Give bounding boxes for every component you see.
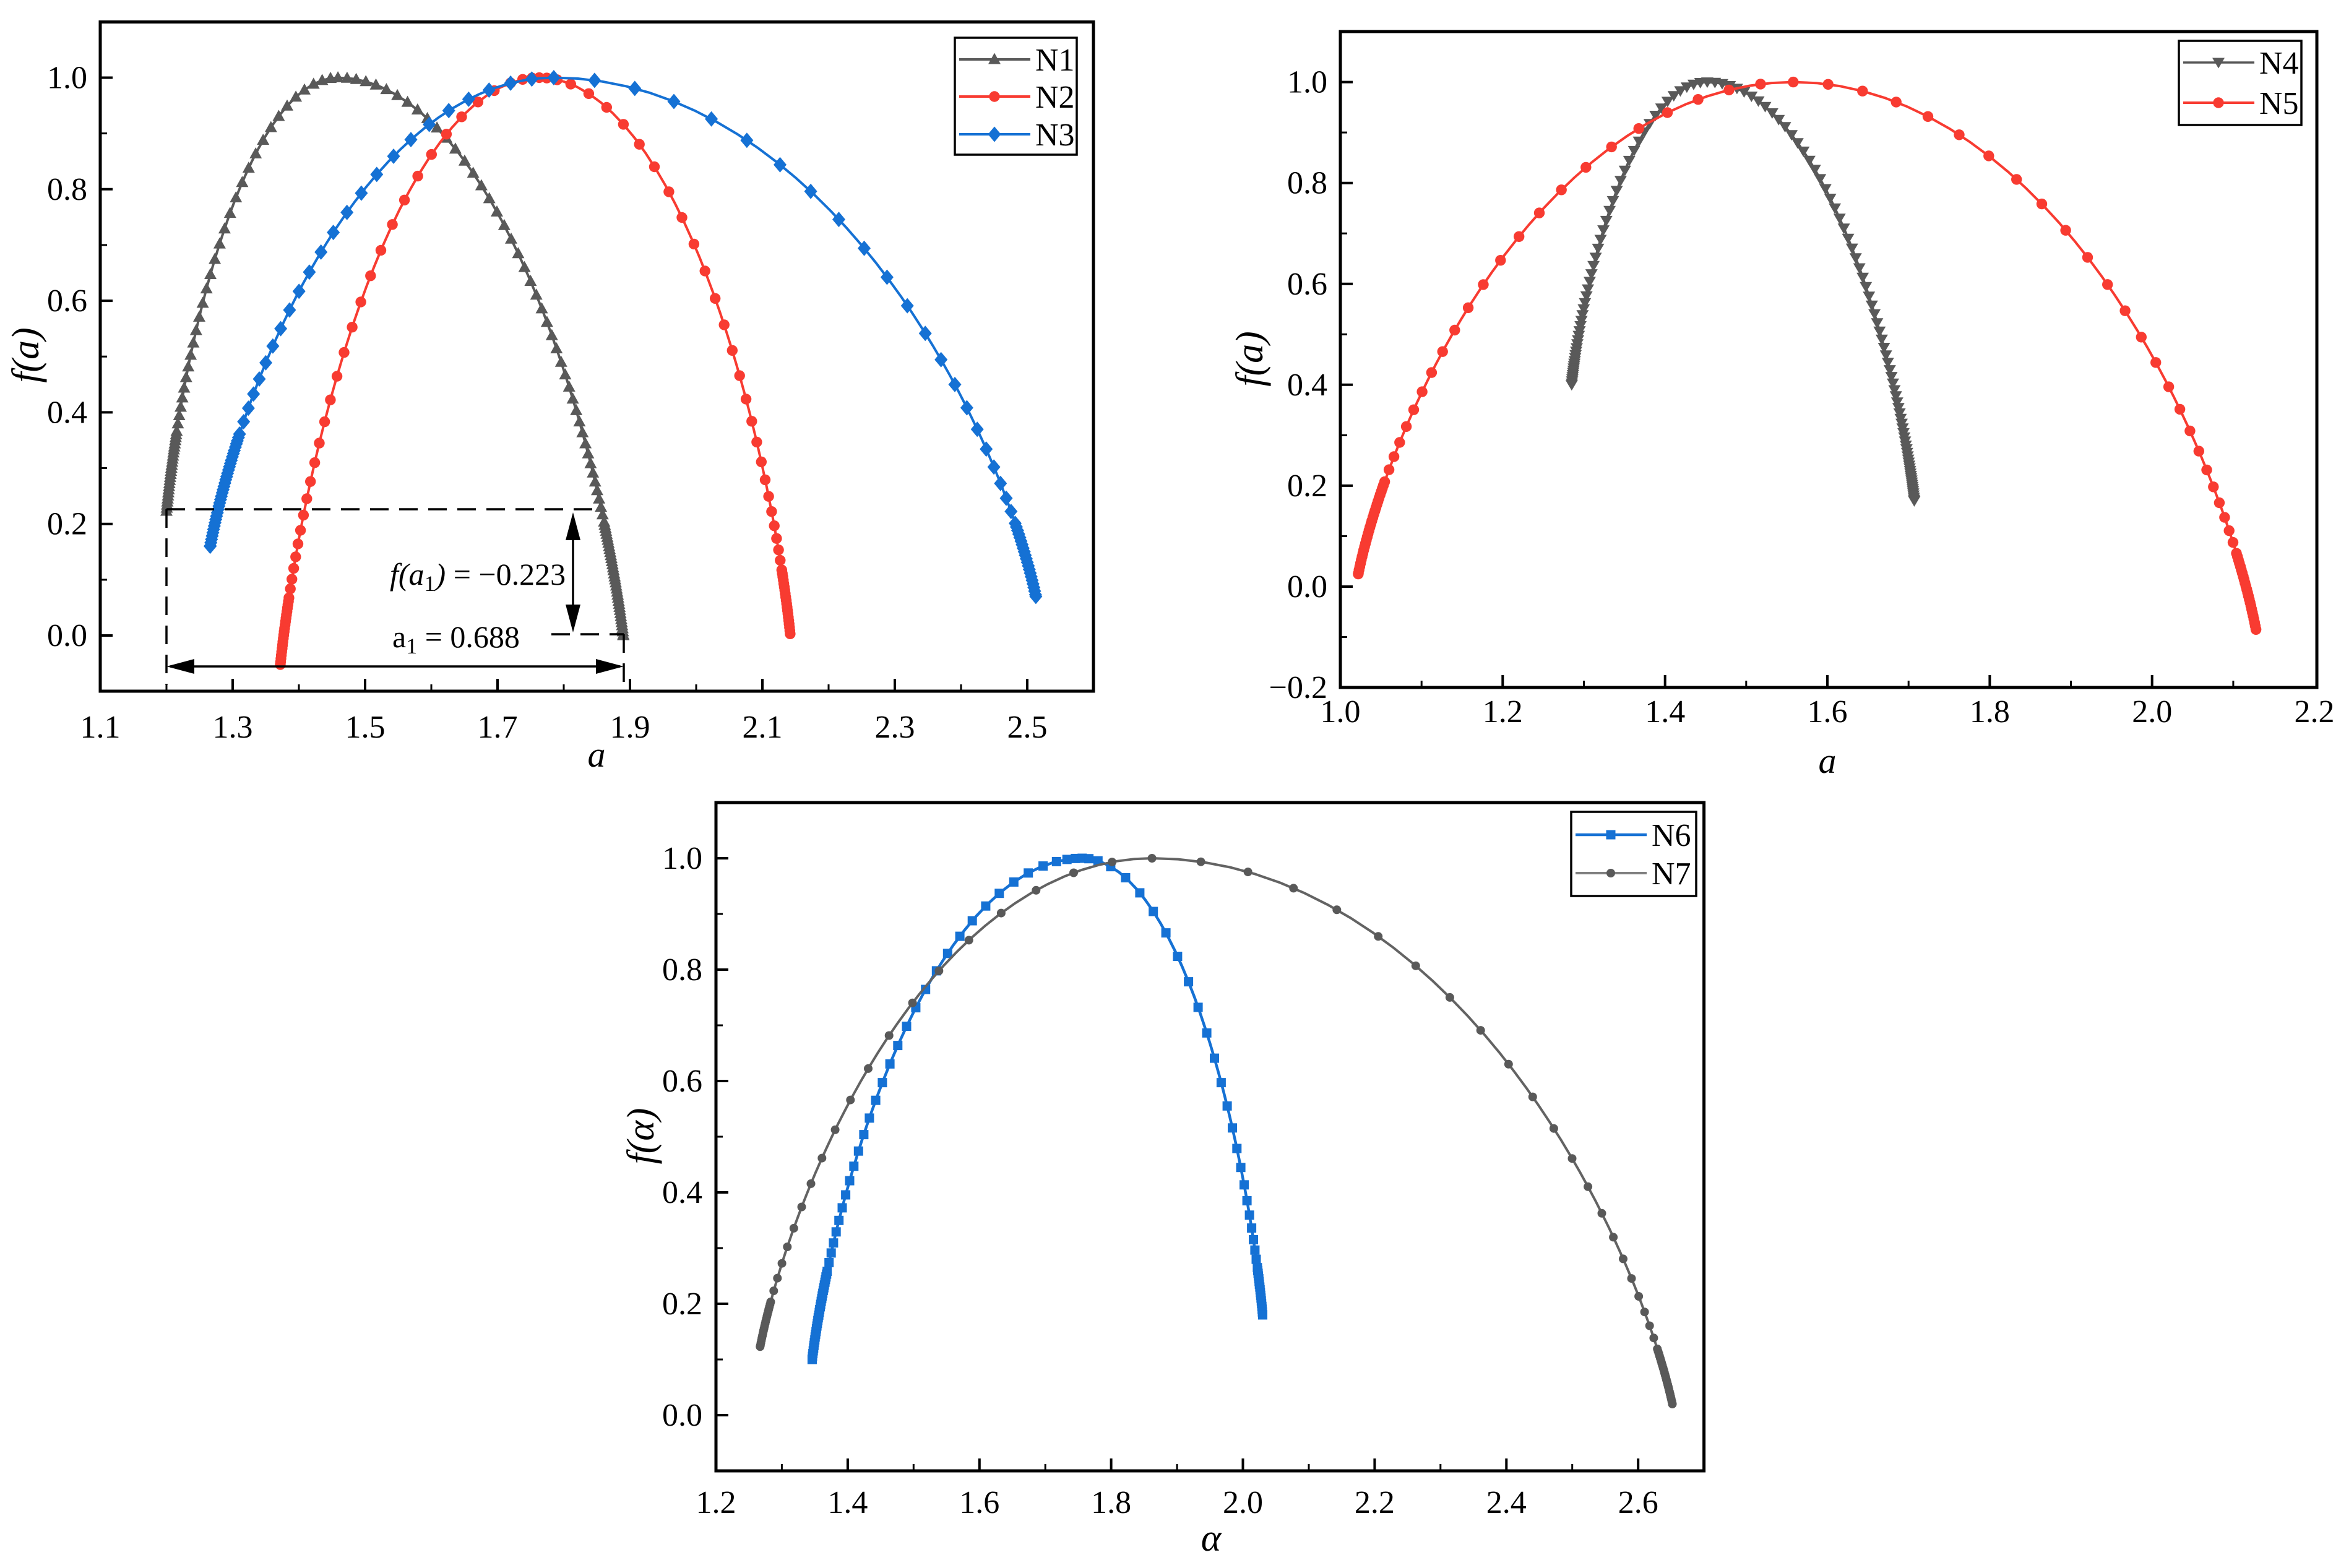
svg-text:1.1: 1.1 bbox=[80, 710, 121, 745]
svg-text:0.0: 0.0 bbox=[1287, 569, 1327, 605]
svg-text:N2: N2 bbox=[1035, 80, 1075, 115]
svg-text:0.8: 0.8 bbox=[47, 172, 87, 207]
svg-text:0.6: 0.6 bbox=[662, 1064, 702, 1099]
svg-text:N6: N6 bbox=[1652, 818, 1691, 853]
svg-text:1.5: 1.5 bbox=[345, 710, 386, 745]
svg-text:1.0: 1.0 bbox=[47, 61, 87, 96]
svg-text:a: a bbox=[1819, 741, 1837, 781]
svg-text:0.4: 0.4 bbox=[662, 1175, 702, 1210]
svg-text:1.6: 1.6 bbox=[959, 1485, 999, 1520]
svg-text:1.9: 1.9 bbox=[610, 710, 650, 745]
svg-text:0.6: 0.6 bbox=[47, 283, 87, 319]
svg-text:0.2: 0.2 bbox=[47, 507, 87, 542]
svg-text:2.3: 2.3 bbox=[875, 710, 915, 745]
svg-text:f(a): f(a) bbox=[1229, 331, 1271, 387]
svg-text:α: α bbox=[1201, 1517, 1222, 1559]
svg-text:N5: N5 bbox=[2259, 86, 2299, 121]
svg-text:0.0: 0.0 bbox=[47, 618, 87, 653]
svg-text:N3: N3 bbox=[1035, 118, 1075, 153]
svg-text:N4: N4 bbox=[2259, 46, 2299, 81]
svg-text:1.4: 1.4 bbox=[827, 1485, 868, 1520]
svg-text:1.6: 1.6 bbox=[1808, 694, 1848, 730]
svg-text:N1: N1 bbox=[1035, 43, 1075, 78]
svg-text:2.6: 2.6 bbox=[1618, 1485, 1658, 1520]
svg-text:2.2: 2.2 bbox=[1355, 1485, 1395, 1520]
svg-text:1.2: 1.2 bbox=[1483, 694, 1523, 730]
svg-text:1.0: 1.0 bbox=[1287, 65, 1327, 100]
svg-text:2.1: 2.1 bbox=[743, 710, 783, 745]
svg-text:f(a1) = −0.223: f(a1) = −0.223 bbox=[390, 557, 566, 596]
svg-text:2.5: 2.5 bbox=[1007, 710, 1048, 745]
svg-text:−0.2: −0.2 bbox=[1269, 670, 1327, 705]
svg-text:0.8: 0.8 bbox=[1287, 166, 1327, 201]
svg-text:1.0: 1.0 bbox=[1321, 694, 1361, 730]
svg-text:1.8: 1.8 bbox=[1091, 1485, 1131, 1520]
svg-text:1.0: 1.0 bbox=[662, 841, 702, 876]
svg-text:0.0: 0.0 bbox=[662, 1398, 702, 1433]
svg-text:0.4: 0.4 bbox=[1287, 368, 1327, 403]
svg-text:2.2: 2.2 bbox=[2295, 694, 2335, 730]
svg-text:a1 = 0.688: a1 = 0.688 bbox=[392, 619, 520, 658]
svg-text:1.3: 1.3 bbox=[213, 710, 253, 745]
svg-text:a: a bbox=[588, 734, 606, 775]
svg-text:0.2: 0.2 bbox=[662, 1286, 702, 1322]
svg-text:2.4: 2.4 bbox=[1486, 1485, 1527, 1520]
svg-text:f(α): f(α) bbox=[620, 1108, 662, 1164]
svg-text:0.6: 0.6 bbox=[1287, 267, 1327, 302]
svg-text:0.4: 0.4 bbox=[47, 395, 87, 430]
svg-text:1.7: 1.7 bbox=[478, 710, 518, 745]
svg-text:1.8: 1.8 bbox=[1970, 694, 2010, 730]
svg-text:N7: N7 bbox=[1652, 856, 1691, 892]
svg-text:0.2: 0.2 bbox=[1287, 468, 1327, 504]
svg-text:2.0: 2.0 bbox=[2132, 694, 2172, 730]
svg-text:1.4: 1.4 bbox=[1645, 694, 1685, 730]
svg-text:0.8: 0.8 bbox=[662, 952, 702, 988]
svg-text:1.2: 1.2 bbox=[696, 1485, 736, 1520]
svg-text:f(a): f(a) bbox=[5, 327, 47, 383]
svg-text:2.0: 2.0 bbox=[1223, 1485, 1263, 1520]
